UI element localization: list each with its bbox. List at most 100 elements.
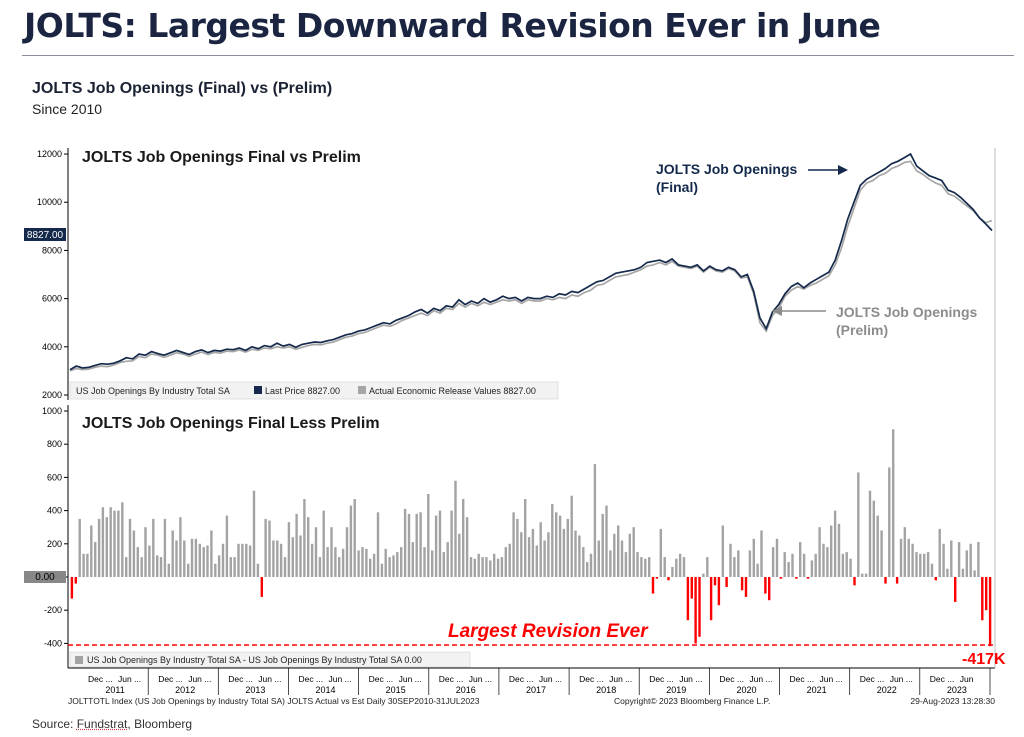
- x-month-label: Jun ...: [118, 674, 141, 684]
- revision-bar-positive: [748, 550, 752, 577]
- revision-bar-positive: [682, 557, 686, 577]
- revision-bar-positive: [593, 464, 597, 577]
- revision-bar-positive: [570, 495, 573, 577]
- revision-bar-positive: [128, 518, 132, 577]
- revision-bar-negative: [694, 577, 697, 644]
- bottom-legend-box: [69, 651, 471, 668]
- revision-bar-positive: [369, 558, 372, 577]
- revision-bar-positive: [159, 557, 163, 577]
- revision-bar-positive: [566, 518, 569, 577]
- revision-bar-positive: [194, 538, 198, 577]
- revision-bar-positive: [268, 520, 271, 577]
- x-month-label: Jun ...: [258, 674, 281, 684]
- revision-bar-positive: [163, 518, 167, 577]
- revision-bar-positive: [737, 550, 740, 577]
- revision-bar-positive: [861, 573, 864, 577]
- revision-bar-positive: [276, 540, 279, 577]
- x-year-label: 2018: [596, 685, 616, 695]
- bottom-y-tick-label: 600: [47, 472, 62, 482]
- page-title: JOLTS: Largest Downward Revision Ever in…: [24, 6, 881, 45]
- bottom-y-tick-label: 200: [47, 539, 62, 549]
- revision-bar-positive: [380, 563, 384, 577]
- revision-bar-positive: [190, 538, 194, 577]
- revision-bar-positive: [221, 543, 225, 577]
- x-month-label: Dec ...: [719, 674, 744, 684]
- revision-bar-positive: [427, 494, 430, 577]
- x-year-label: 2013: [245, 685, 265, 695]
- revision-bar-positive: [802, 553, 806, 577]
- top-y-tick-label: 2000: [42, 390, 62, 400]
- revision-bar-positive: [516, 518, 519, 577]
- revision-bar-negative: [717, 577, 721, 606]
- revision-bar-positive: [210, 530, 213, 577]
- revision-bar-positive: [601, 513, 604, 577]
- revision-bar-positive: [469, 557, 473, 577]
- revision-bar-positive: [94, 542, 97, 577]
- x-month-label: Jun ...: [469, 674, 492, 684]
- revision-bar-positive: [376, 512, 380, 577]
- revision-bar-positive: [121, 502, 124, 577]
- revision-bar-positive: [101, 507, 105, 577]
- revision-bar-positive: [225, 515, 229, 577]
- revision-bar-negative: [934, 577, 937, 581]
- last-price-label: 8827.00: [27, 230, 64, 241]
- revision-bar-positive: [977, 542, 980, 577]
- revision-bar-positive: [86, 553, 89, 577]
- annotation-prelim-line1: JOLTS Job Openings: [836, 304, 978, 320]
- revision-bar-positive: [558, 515, 562, 577]
- revision-bar-positive: [752, 538, 755, 577]
- revision-bar-positive: [644, 558, 647, 577]
- revision-bar-positive: [880, 530, 883, 577]
- revision-bar-positive: [628, 533, 631, 577]
- revision-bar-positive: [310, 543, 314, 577]
- bottom-y-tick-label: -400: [44, 638, 62, 648]
- revision-bar-positive: [283, 557, 287, 577]
- revision-bar-positive: [899, 538, 903, 577]
- revision-bar-positive: [810, 560, 814, 577]
- revision-bar-positive: [392, 555, 395, 577]
- revision-bar-positive: [868, 490, 872, 577]
- revision-bar-positive: [171, 530, 174, 577]
- source-fundstrat: Fundstrat: [76, 717, 128, 731]
- revision-bar-positive: [659, 528, 662, 577]
- x-month-label: Jun ...: [749, 674, 772, 684]
- x-month-label: Dec ...: [790, 674, 815, 684]
- revision-bar-positive: [303, 499, 306, 577]
- top-y-tick-label: 8000: [42, 245, 62, 255]
- x-year-label: 2011: [105, 685, 124, 695]
- revision-bar-positive: [527, 537, 531, 577]
- zero-tag-label: 0.00: [35, 572, 55, 583]
- revision-bar-positive: [109, 507, 112, 577]
- revision-bar-positive: [923, 553, 926, 577]
- revision-bar-positive: [419, 512, 422, 577]
- top-y-tick-label: 6000: [42, 294, 62, 304]
- revision-bar-positive: [609, 550, 612, 577]
- chart-title: JOLTS Job Openings (Final) vs (Prelim): [32, 80, 333, 97]
- revision-bar-positive: [167, 563, 170, 577]
- annotation-prelim-line2: (Prelim): [836, 322, 888, 338]
- x-year-label: 2020: [736, 685, 756, 695]
- revision-bar-negative: [981, 577, 984, 621]
- revision-bar-positive: [187, 563, 190, 577]
- revision-bar-positive: [295, 513, 298, 577]
- revision-bar-positive: [617, 525, 620, 577]
- revision-bar-positive: [384, 548, 387, 577]
- top-legend-text-2: Last Price 8827.00: [265, 386, 340, 396]
- revision-bar-negative: [70, 577, 74, 599]
- x-month-label: Dec ...: [88, 674, 113, 684]
- revision-bar-negative: [690, 577, 693, 599]
- legend-swatch-prelim: [358, 386, 366, 394]
- revision-bar-positive: [334, 547, 337, 577]
- revision-bar-positive: [830, 525, 833, 577]
- legend-swatch-diff: [75, 656, 83, 664]
- chart-subtitle: Since 2010: [32, 101, 103, 117]
- revision-bar-positive: [353, 499, 356, 577]
- revision-bar-positive: [287, 522, 291, 577]
- revision-bar-positive: [473, 558, 476, 577]
- x-year-label: 2012: [175, 685, 195, 695]
- revision-bar-positive: [407, 513, 411, 577]
- x-year-label: 2021: [807, 685, 827, 695]
- revision-bar-positive: [299, 535, 302, 577]
- revision-bar-positive: [555, 512, 558, 577]
